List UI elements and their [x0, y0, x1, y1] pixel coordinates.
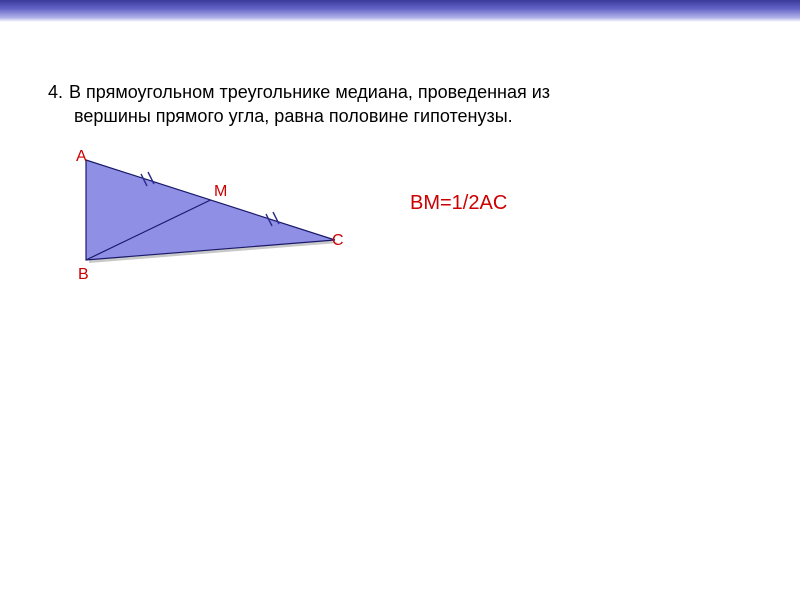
problem-number: 4. [48, 82, 63, 102]
vertex-b-label: B [78, 266, 89, 284]
formula-text: BM=1/2AC [410, 192, 507, 215]
vertex-c-label: C [332, 232, 344, 250]
triangle-figure: A B C M [70, 150, 370, 310]
problem-line1: В прямоугольном треугольнике медиана, пр… [69, 82, 550, 102]
problem-line2: вершины прямого угла, равна половине гип… [48, 104, 752, 128]
header-gradient-bar [0, 0, 800, 22]
vertex-a-label: A [76, 148, 87, 166]
triangle-svg [70, 150, 370, 310]
content-area: 4. В прямоугольном треугольнике медиана, … [48, 80, 752, 129]
problem-text: 4. В прямоугольном треугольнике медиана, … [48, 80, 752, 129]
vertex-m-label: M [214, 183, 227, 201]
